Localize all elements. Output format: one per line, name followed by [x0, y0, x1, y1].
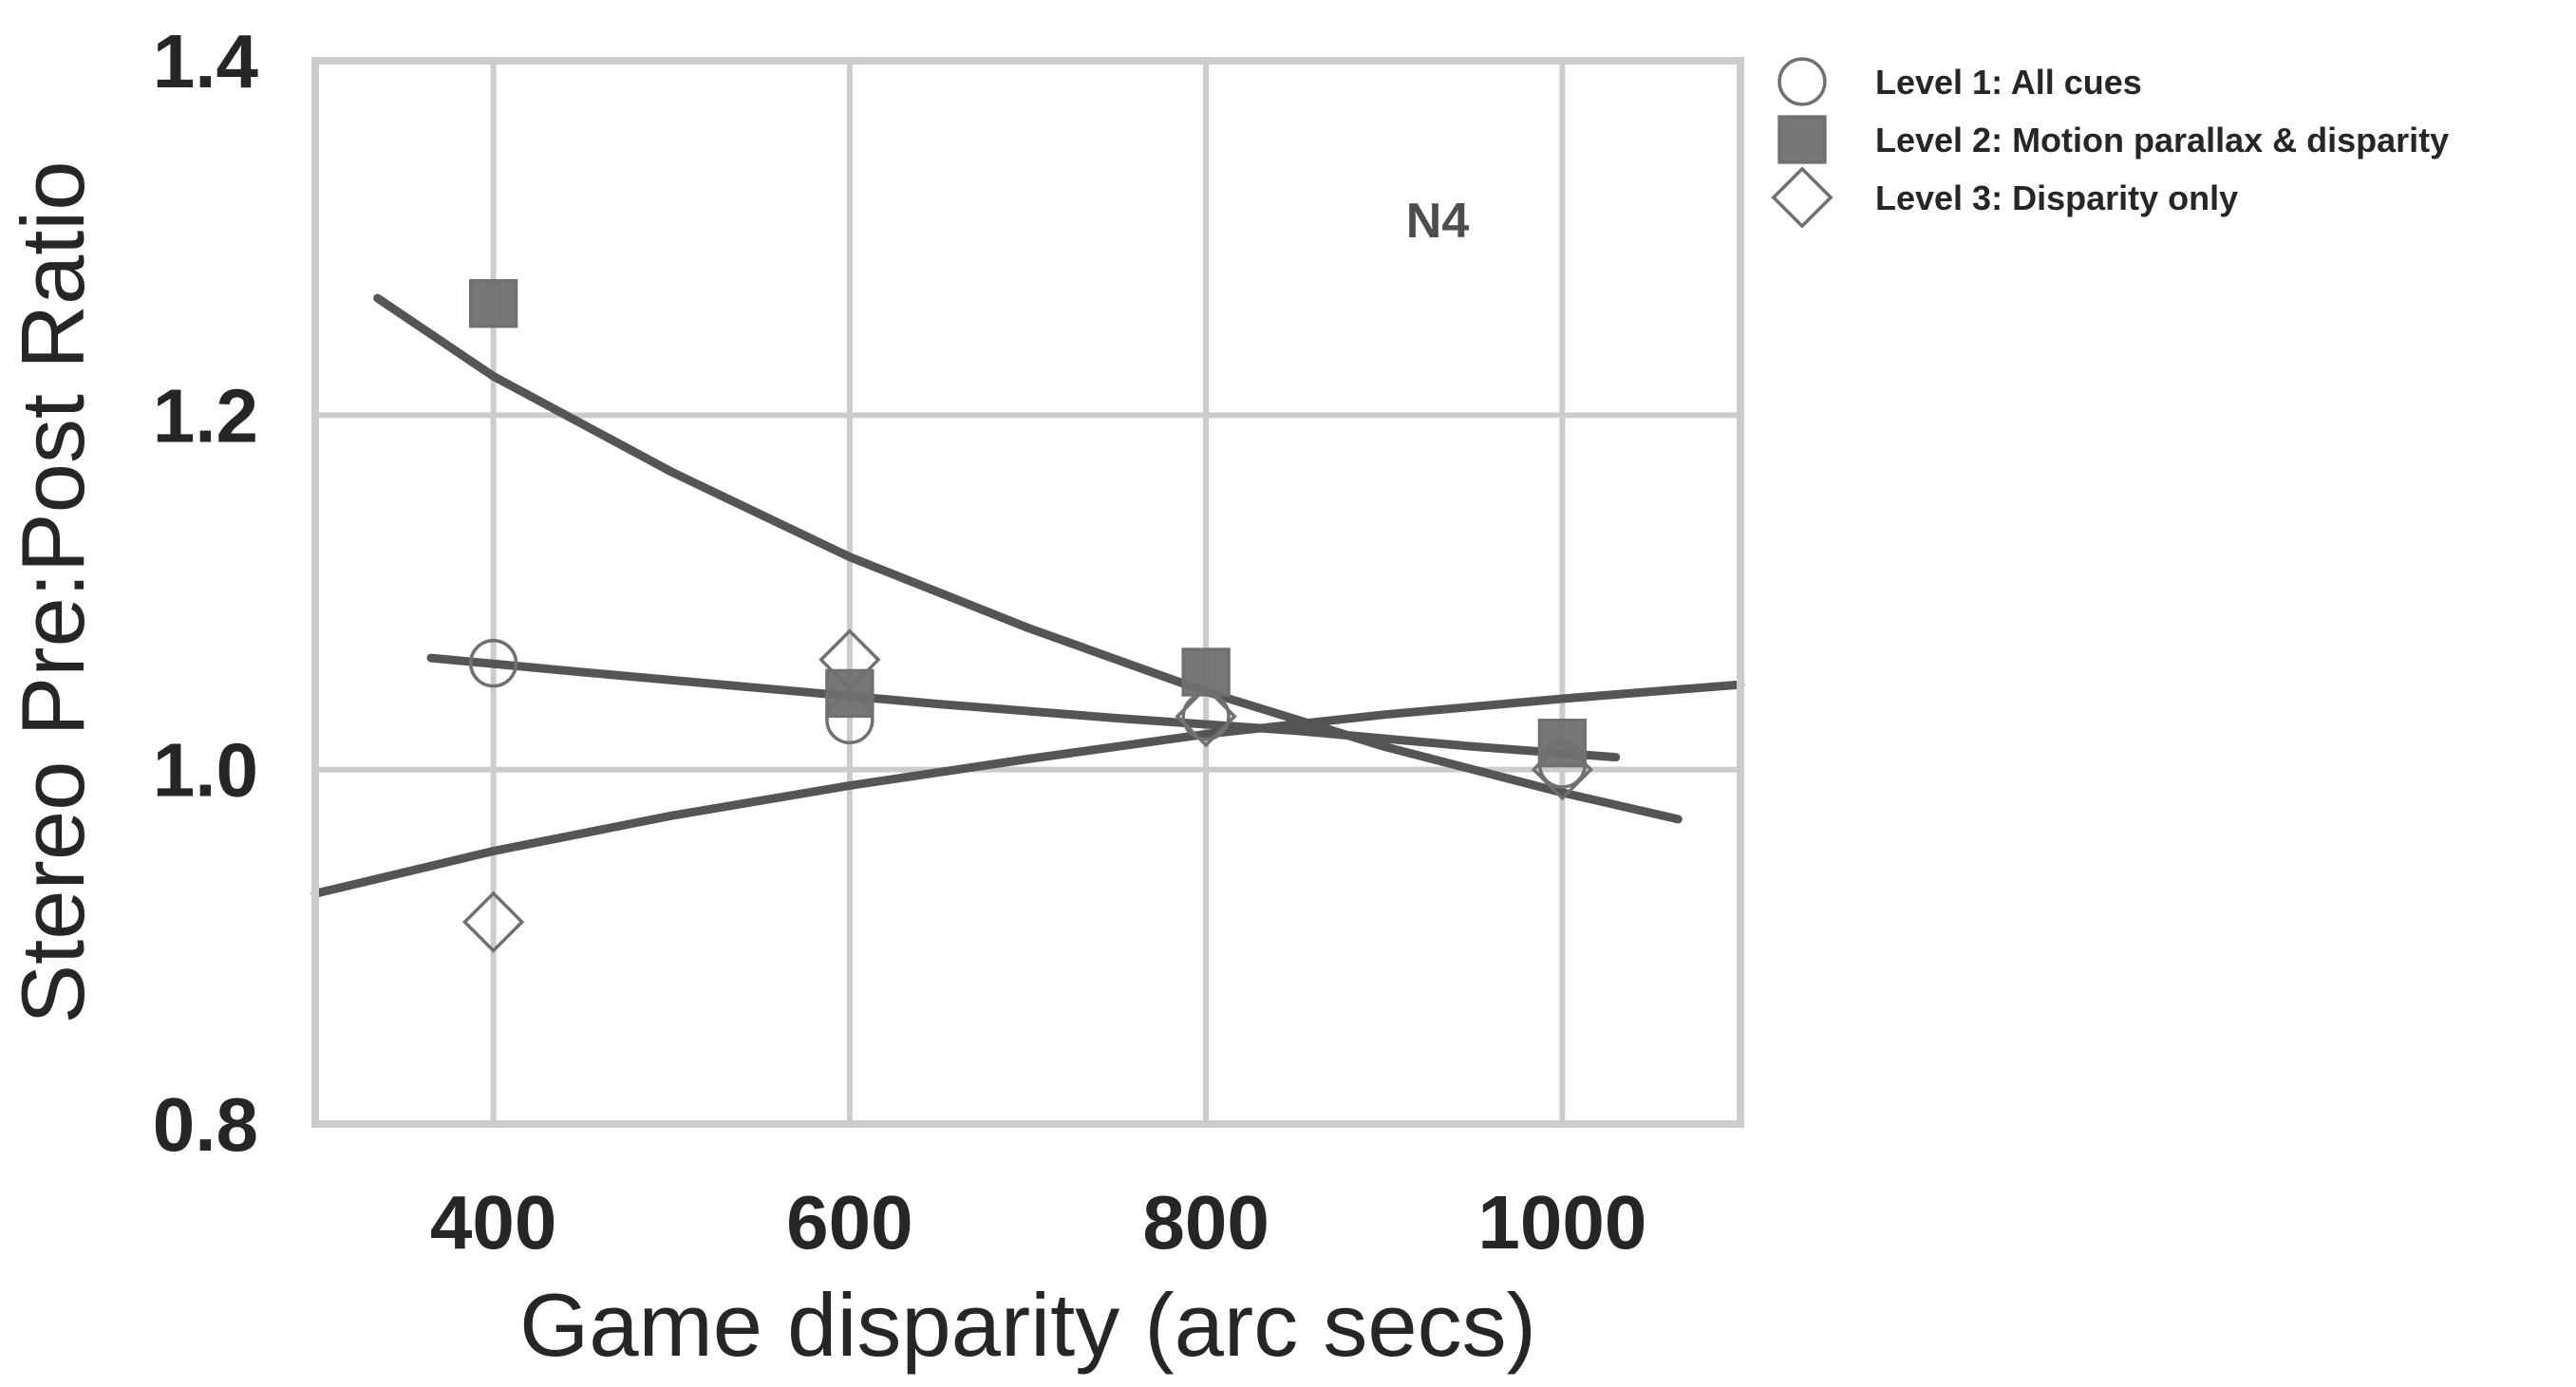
panel-annotation: N4: [1406, 194, 1470, 249]
data-point-diamond: [1531, 739, 1594, 801]
x-tick-label: 800: [1142, 1180, 1269, 1265]
y-tick-labels: 0.8 1.0 1.2 1.4: [153, 19, 259, 1167]
legend: Level 1: All cues Level 2: Motion paralla…: [1771, 57, 2449, 229]
fit-curves: [310, 293, 1745, 898]
y-tick-label: 1.0: [153, 728, 258, 813]
legend-marker-square: [1777, 115, 1827, 164]
grid-lines: [315, 58, 1740, 1127]
y-tick-label: 1.2: [153, 373, 258, 458]
y-tick-label: 1.4: [153, 19, 259, 103]
data-point-square: [468, 279, 518, 328]
data-point-diamond: [461, 890, 525, 953]
x-tick-label: 1000: [1477, 1180, 1646, 1265]
data-point-diamond: [1175, 685, 1237, 748]
fit-curve: [373, 293, 1683, 824]
legend-label: Level 3: Disparity only: [1875, 178, 2238, 217]
data-point-square: [825, 668, 874, 719]
data-point-circle: [468, 638, 518, 688]
fit-curve: [426, 653, 1621, 762]
legend-label: Level 1: All cues: [1875, 63, 2142, 102]
x-tick-label: 600: [786, 1180, 912, 1265]
x-axis-label: Game disparity (arc secs): [519, 1275, 1536, 1375]
legend-marker-diamond: [1771, 166, 1833, 229]
plot-frame: [311, 57, 1744, 1128]
y-tick-label: 0.8: [153, 1082, 258, 1167]
x-tick-label: 400: [430, 1180, 556, 1265]
data-markers: [461, 279, 1594, 953]
fit-curve: [310, 680, 1745, 898]
legend-label: Level 2: Motion parallax & disparity: [1875, 121, 2449, 159]
y-axis-label: Stereo Pre:Post Ratio: [3, 160, 103, 1023]
data-point-diamond: [818, 628, 881, 691]
x-tick-labels: 400 600 800 1000: [430, 1180, 1646, 1265]
legend-marker-circle: [1777, 57, 1827, 106]
